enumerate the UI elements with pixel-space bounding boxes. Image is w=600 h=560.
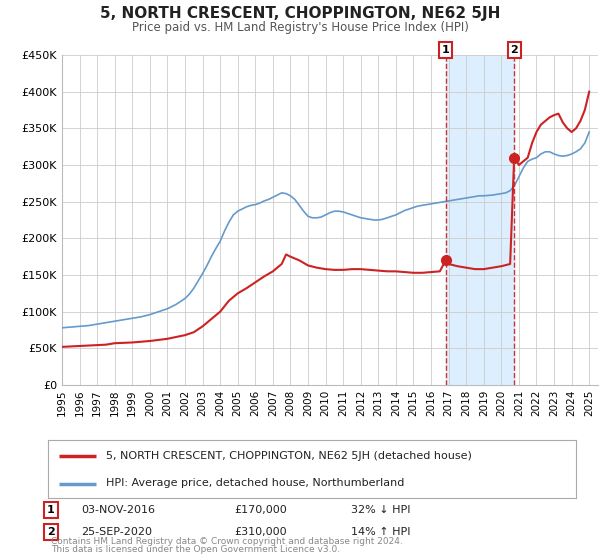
Text: 14% ↑ HPI: 14% ↑ HPI — [351, 527, 410, 537]
Text: 2: 2 — [510, 45, 518, 55]
Bar — [446, 55, 514, 385]
Text: 32% ↓ HPI: 32% ↓ HPI — [351, 505, 410, 515]
Text: 1: 1 — [47, 505, 55, 515]
Text: 5, NORTH CRESCENT, CHOPPINGTON, NE62 5JH: 5, NORTH CRESCENT, CHOPPINGTON, NE62 5JH — [100, 6, 500, 21]
Text: 2: 2 — [47, 527, 55, 537]
Text: 5, NORTH CRESCENT, CHOPPINGTON, NE62 5JH (detached house): 5, NORTH CRESCENT, CHOPPINGTON, NE62 5JH… — [106, 451, 472, 461]
Text: HPI: Average price, detached house, Northumberland: HPI: Average price, detached house, Nort… — [106, 478, 404, 488]
Text: Price paid vs. HM Land Registry's House Price Index (HPI): Price paid vs. HM Land Registry's House … — [131, 21, 469, 34]
Text: This data is licensed under the Open Government Licence v3.0.: This data is licensed under the Open Gov… — [51, 545, 340, 554]
Text: 03-NOV-2016: 03-NOV-2016 — [81, 505, 155, 515]
Text: £310,000: £310,000 — [234, 527, 287, 537]
Text: 1: 1 — [442, 45, 449, 55]
Text: Contains HM Land Registry data © Crown copyright and database right 2024.: Contains HM Land Registry data © Crown c… — [51, 537, 403, 546]
Text: 25-SEP-2020: 25-SEP-2020 — [81, 527, 152, 537]
Text: £170,000: £170,000 — [234, 505, 287, 515]
